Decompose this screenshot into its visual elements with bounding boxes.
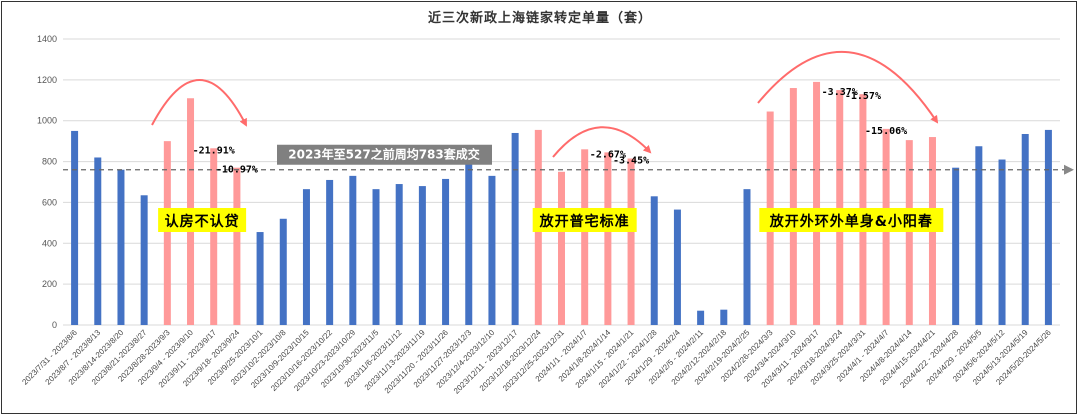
bar (905, 140, 913, 325)
bar (1021, 133, 1029, 325)
percent-change-label: -3.45% (613, 156, 649, 167)
percent-change-label: -3.37% (822, 87, 858, 98)
bar (302, 189, 310, 325)
policy-label: 放开普宅标准 (539, 213, 630, 230)
bar (604, 152, 612, 325)
bar (256, 232, 264, 325)
bar (1044, 129, 1052, 325)
trend-arrow (552, 126, 652, 158)
average-line-group: 2023年至527之前周均783套成交 (63, 144, 1074, 175)
trend-arrow (151, 79, 247, 127)
bar (140, 195, 148, 325)
bar (488, 175, 496, 325)
trend-arrow (757, 50, 939, 124)
y-tick-label: 600 (42, 197, 57, 207)
bar (326, 179, 334, 325)
bar (998, 159, 1006, 325)
bar (210, 148, 218, 325)
average-label-box (277, 144, 492, 165)
gridlines (63, 38, 1060, 326)
percent-change-label: -2.67% (590, 149, 626, 160)
policy-label-box (532, 208, 637, 232)
y-tick-label: 800 (42, 157, 57, 167)
y-tick-label: 1400 (37, 34, 57, 44)
bar (465, 161, 473, 325)
average-label: 2023年至527之前周均783套成交 (288, 147, 480, 162)
bar (372, 189, 380, 325)
bar (511, 132, 519, 325)
bar (581, 149, 589, 325)
bar (233, 167, 241, 325)
bar (349, 175, 357, 325)
percent-change-label: -1.57% (845, 91, 881, 102)
y-tick-label: 1200 (37, 75, 57, 85)
trend-arrows (151, 50, 939, 158)
percent-change-label: -21.91% (193, 145, 235, 156)
y-tick-label: 400 (42, 238, 57, 248)
policy-label-box (158, 208, 247, 232)
policy-labels-group: 认房不认贷 放开普宅标准 放开外环外单身&小阳春 (158, 208, 944, 232)
bar (279, 218, 287, 325)
bar (442, 178, 450, 325)
percent-change-label: -10.97% (216, 165, 258, 176)
y-tick-label: 0 (52, 320, 57, 330)
bar (720, 309, 728, 325)
chart-title: 近三次新政上海链家转定单量（套） (428, 10, 652, 26)
bar (627, 158, 635, 325)
bar (836, 90, 844, 325)
bar (743, 189, 751, 325)
bar (789, 88, 797, 326)
bar (558, 171, 565, 325)
bar (395, 184, 403, 325)
bar (71, 130, 79, 325)
bars-group (71, 81, 1052, 326)
policy-label: 认房不认贷 (165, 213, 240, 230)
bar (94, 157, 102, 325)
bar (673, 209, 681, 325)
annotations-group: -21.91% -10.97% -2.67%-3.45% -3.37%-1.57% -1… (193, 87, 908, 176)
bar (697, 310, 705, 325)
policy-label: 放开外环外单身&小阳春 (769, 213, 933, 230)
bar (813, 81, 821, 326)
bar (975, 146, 983, 325)
bar (650, 196, 658, 325)
percent-change-label: -15.06% (865, 126, 907, 137)
bar (117, 169, 125, 325)
bar (952, 167, 960, 325)
y-tick-label: 200 (42, 279, 57, 289)
policy-label-box (759, 208, 944, 232)
bar (418, 186, 426, 325)
y-axis: 0 200 400 600 800 1000 1200 1400 (37, 34, 57, 330)
bar (163, 141, 171, 325)
y-tick-label: 1000 (37, 116, 57, 126)
